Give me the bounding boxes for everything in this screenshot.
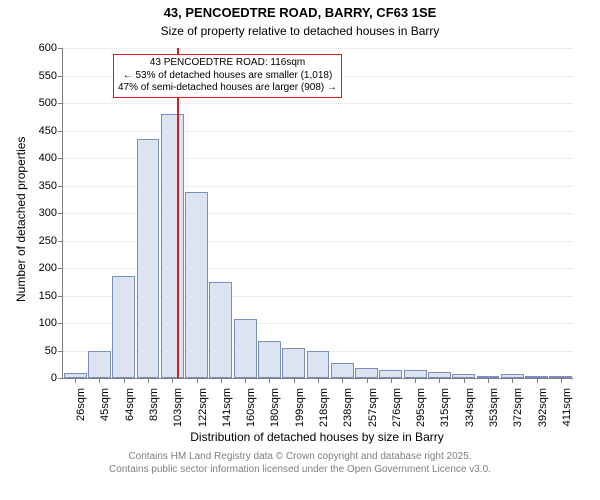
- x-tick-mark: [439, 378, 440, 383]
- y-tick-label: 350: [39, 180, 57, 192]
- bar: [209, 282, 232, 378]
- bar: [88, 351, 111, 379]
- x-tick-mark: [294, 378, 295, 383]
- bars-group: [63, 48, 573, 378]
- y-tick-label: 550: [39, 70, 57, 82]
- x-tick-mark: [148, 378, 149, 383]
- x-tick-mark: [537, 378, 538, 383]
- reference-line: [177, 48, 179, 378]
- x-tick-mark: [75, 378, 76, 383]
- x-tick-mark: [367, 378, 368, 383]
- y-axis-label: Number of detached properties: [14, 137, 28, 302]
- x-tick-mark: [245, 378, 246, 383]
- bar: [137, 139, 160, 378]
- x-tick-mark: [124, 378, 125, 383]
- x-tick-mark: [221, 378, 222, 383]
- y-tick-label: 150: [39, 290, 57, 302]
- bar: [307, 351, 330, 379]
- y-tick-label: 600: [39, 42, 57, 54]
- x-tick-mark: [415, 378, 416, 383]
- bar: [404, 370, 427, 378]
- footer-line-1: Contains HM Land Registry data © Crown c…: [0, 450, 600, 463]
- x-tick-mark: [342, 378, 343, 383]
- bar: [258, 341, 281, 378]
- x-tick-mark: [318, 378, 319, 383]
- bar: [185, 192, 208, 378]
- footer-attribution: Contains HM Land Registry data © Crown c…: [0, 450, 600, 476]
- y-tick-mark: [58, 378, 63, 379]
- bar: [234, 319, 257, 378]
- x-tick-mark: [391, 378, 392, 383]
- x-tick-mark: [172, 378, 173, 383]
- callout-line-3: 47% of semi-detached houses are larger (…: [118, 82, 337, 95]
- x-tick-mark: [269, 378, 270, 383]
- bar: [379, 370, 402, 378]
- y-tick-label: 500: [39, 97, 57, 109]
- bar: [331, 363, 354, 378]
- y-tick-label: 450: [39, 125, 57, 137]
- plot-area: 050100150200250300350400450500550600 26s…: [62, 48, 573, 379]
- y-tick-label: 400: [39, 152, 57, 164]
- x-tick-mark: [512, 378, 513, 383]
- y-tick-label: 0: [51, 372, 57, 384]
- chart-title: 43, PENCOEDTRE ROAD, BARRY, CF63 1SE: [0, 5, 600, 20]
- x-tick-mark: [197, 378, 198, 383]
- y-tick-label: 300: [39, 207, 57, 219]
- callout-line-2: ← 53% of detached houses are smaller (1,…: [118, 70, 337, 83]
- x-axis-label: Distribution of detached houses by size …: [62, 430, 572, 444]
- bar: [161, 114, 184, 378]
- x-tick-mark: [464, 378, 465, 383]
- y-tick-label: 50: [45, 345, 57, 357]
- x-tick-mark: [488, 378, 489, 383]
- x-tick-mark: [561, 378, 562, 383]
- y-tick-label: 250: [39, 235, 57, 247]
- y-tick-label: 200: [39, 262, 57, 274]
- chart-container: 43, PENCOEDTRE ROAD, BARRY, CF63 1SE Siz…: [0, 0, 600, 500]
- callout-box: 43 PENCOEDTRE ROAD: 116sqm ← 53% of deta…: [113, 54, 342, 98]
- y-tick-label: 100: [39, 317, 57, 329]
- chart-subtitle: Size of property relative to detached ho…: [0, 24, 600, 38]
- bar: [112, 276, 135, 378]
- bar: [282, 348, 305, 378]
- footer-line-2: Contains public sector information licen…: [0, 463, 600, 476]
- x-tick-mark: [99, 378, 100, 383]
- bar: [355, 368, 378, 378]
- callout-line-1: 43 PENCOEDTRE ROAD: 116sqm: [118, 57, 337, 70]
